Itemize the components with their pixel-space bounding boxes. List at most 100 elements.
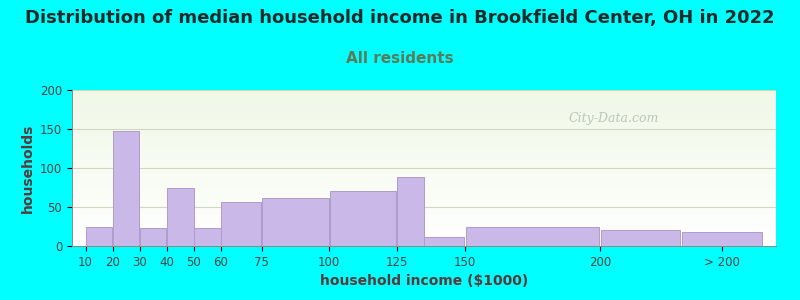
Bar — [466, 226, 598, 246]
Bar — [72, 220, 776, 221]
Bar — [72, 196, 776, 197]
Bar — [72, 214, 776, 215]
Bar — [72, 168, 776, 169]
Bar — [72, 142, 776, 143]
Bar — [72, 241, 776, 242]
Bar — [72, 163, 776, 164]
Bar — [72, 147, 776, 148]
Bar — [72, 177, 776, 178]
Bar — [72, 225, 776, 226]
Bar — [72, 119, 776, 120]
Bar — [72, 113, 776, 114]
Bar — [72, 178, 776, 179]
Bar — [72, 169, 776, 170]
Bar — [72, 243, 776, 244]
Bar — [72, 186, 776, 187]
Bar — [72, 236, 776, 237]
Bar — [72, 190, 776, 191]
Bar — [72, 198, 776, 199]
Bar — [72, 145, 776, 146]
Bar — [72, 136, 776, 137]
Bar — [72, 148, 776, 149]
Bar — [72, 228, 776, 229]
Bar — [72, 157, 776, 158]
Bar — [72, 212, 776, 213]
Bar — [72, 165, 776, 166]
Bar — [262, 198, 329, 246]
Bar — [72, 176, 776, 177]
Bar — [72, 242, 776, 243]
Bar — [72, 156, 776, 157]
Bar — [72, 121, 776, 122]
Bar — [72, 114, 776, 115]
Bar — [682, 232, 762, 246]
Bar — [72, 92, 776, 93]
Bar — [72, 162, 776, 163]
Bar — [72, 90, 776, 91]
Bar — [72, 100, 776, 101]
Bar — [72, 109, 776, 110]
Bar — [425, 237, 464, 246]
Bar — [86, 226, 112, 246]
Bar — [72, 98, 776, 99]
Bar — [72, 205, 776, 206]
Bar — [72, 200, 776, 201]
Bar — [72, 111, 776, 112]
Bar — [72, 106, 776, 107]
Bar — [140, 228, 166, 246]
Bar — [72, 154, 776, 155]
Bar — [72, 197, 776, 198]
Bar — [72, 172, 776, 173]
Bar — [72, 211, 776, 212]
Bar — [72, 217, 776, 218]
Bar — [72, 201, 776, 202]
Bar — [72, 240, 776, 241]
Bar — [72, 117, 776, 118]
X-axis label: household income ($1000): household income ($1000) — [320, 274, 528, 288]
Bar — [72, 103, 776, 104]
Bar — [72, 183, 776, 184]
Bar — [113, 131, 139, 246]
Bar — [72, 99, 776, 100]
Bar — [72, 171, 776, 172]
Bar — [72, 239, 776, 240]
Bar — [72, 194, 776, 195]
Bar — [72, 231, 776, 232]
Bar — [72, 185, 776, 186]
Bar — [72, 144, 776, 145]
Text: Distribution of median household income in Brookfield Center, OH in 2022: Distribution of median household income … — [25, 9, 775, 27]
Bar — [72, 102, 776, 103]
Bar — [72, 223, 776, 224]
Bar — [222, 202, 261, 246]
Bar — [72, 202, 776, 203]
Bar — [72, 237, 776, 238]
Bar — [72, 230, 776, 231]
Bar — [72, 95, 776, 96]
Bar — [72, 226, 776, 227]
Bar — [72, 180, 776, 181]
Bar — [72, 107, 776, 108]
Bar — [72, 199, 776, 200]
Bar — [72, 158, 776, 159]
Bar — [72, 150, 776, 151]
Bar — [72, 140, 776, 141]
Bar — [72, 210, 776, 211]
Bar — [72, 101, 776, 102]
Bar — [72, 118, 776, 119]
Text: All residents: All residents — [346, 51, 454, 66]
Bar — [72, 219, 776, 220]
Bar — [330, 190, 396, 246]
Bar — [72, 175, 776, 176]
Bar — [72, 238, 776, 239]
Bar — [72, 174, 776, 175]
Bar — [72, 234, 776, 235]
Bar — [72, 149, 776, 150]
Bar — [72, 133, 776, 134]
Bar — [72, 160, 776, 161]
Bar — [72, 167, 776, 168]
Bar — [72, 179, 776, 180]
Bar — [72, 153, 776, 154]
Bar — [72, 105, 776, 106]
Bar — [72, 93, 776, 94]
Bar — [72, 204, 776, 205]
